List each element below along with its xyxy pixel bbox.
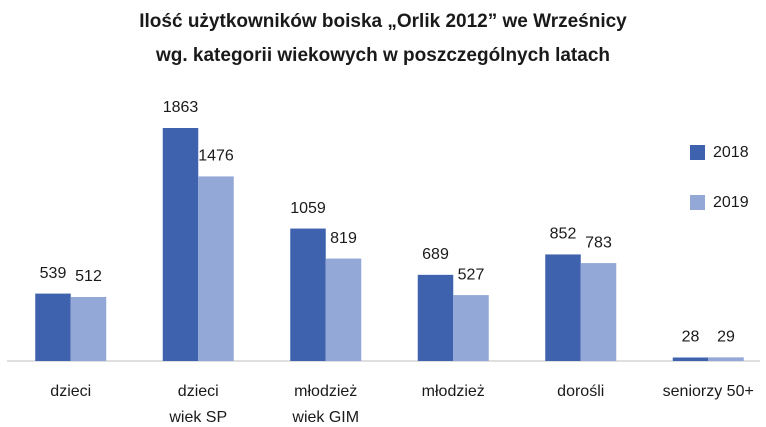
data-label: 28: [682, 329, 700, 346]
bar: [290, 228, 326, 361]
x-tick-label: wiek SP: [168, 409, 227, 426]
bar: [672, 357, 709, 361]
x-tick-label: dzieci: [50, 383, 91, 400]
bar: [708, 357, 744, 361]
data-label: 852: [550, 226, 577, 243]
data-label: 1863: [163, 99, 199, 116]
x-tick-label: dzieci: [178, 383, 219, 400]
legend-label: 2018: [713, 144, 749, 161]
legend-swatch: [690, 195, 705, 210]
chart-title: wg. kategorii wiekowych w poszczególnych…: [155, 45, 610, 66]
data-label: 527: [458, 266, 485, 283]
bar: [325, 258, 362, 361]
bar: [198, 176, 234, 361]
bar: [453, 295, 489, 361]
x-tick-label: młodzież: [294, 383, 357, 400]
bar: [580, 263, 617, 361]
data-label: 539: [40, 265, 67, 282]
data-label: 783: [585, 234, 612, 251]
x-tick-label: młodzież: [422, 383, 485, 400]
data-label: 689: [422, 246, 449, 263]
legend-swatch: [690, 145, 705, 160]
bar: [545, 254, 581, 361]
bar: [417, 274, 454, 361]
data-label: 29: [717, 329, 735, 346]
x-tick-label: wiek GIM: [291, 409, 359, 426]
x-tick-label: dorośli: [557, 383, 604, 400]
legend-label: 2019: [713, 194, 749, 211]
data-label: 819: [330, 230, 357, 247]
x-tick-label: seniorzy 50+: [663, 383, 754, 400]
chart-title: Ilość użytkowników boiska „Orlik 2012” w…: [139, 11, 627, 32]
bar: [162, 128, 199, 361]
data-label: 1059: [290, 200, 326, 217]
data-label: 512: [75, 268, 102, 285]
data-label: 1476: [198, 148, 234, 165]
bar: [35, 293, 71, 361]
bar: [70, 296, 107, 361]
